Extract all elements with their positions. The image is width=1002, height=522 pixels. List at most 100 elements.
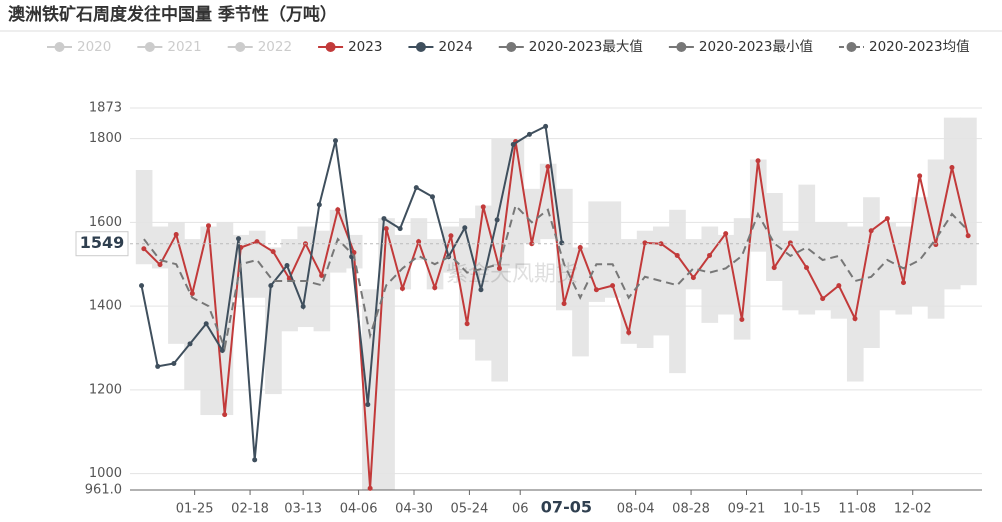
data-point	[478, 287, 484, 293]
watermark: 紫金天风期货	[446, 262, 578, 287]
range-band	[911, 197, 929, 307]
legend-label[interactable]: 2020	[77, 39, 111, 55]
data-point	[804, 265, 810, 271]
data-point	[658, 241, 664, 247]
range-band	[943, 117, 961, 290]
data-point	[462, 225, 468, 231]
pointer-box	[75, 231, 129, 257]
y-tick-label: 1600	[89, 215, 122, 230]
data-point	[367, 485, 373, 491]
data-point	[739, 317, 745, 323]
y-tick-label: 1873	[89, 101, 122, 116]
range-band	[588, 201, 605, 302]
range-band	[248, 230, 266, 298]
legend-icon-dot	[235, 42, 246, 52]
x-tick-label: 03-13	[284, 502, 322, 517]
pointer-x-label: 07-05	[541, 498, 592, 517]
pointer-y-label: 1549	[80, 233, 125, 252]
data-point	[674, 252, 680, 258]
data-point	[771, 265, 777, 271]
data-point	[270, 249, 276, 255]
x-tick-label: 10-15	[783, 502, 821, 517]
range-band	[960, 117, 977, 286]
data-point	[723, 231, 729, 237]
data-point	[416, 239, 422, 245]
data-point	[526, 131, 532, 137]
range-band	[701, 226, 719, 323]
range-band	[879, 222, 896, 311]
data-point	[173, 231, 179, 237]
data-point	[577, 244, 583, 250]
range-band	[798, 184, 816, 315]
legend-label[interactable]: 2020-2023最小值	[699, 39, 813, 55]
data-point	[171, 361, 177, 367]
x-tick-label: 05-24	[451, 502, 489, 517]
data-point	[707, 252, 713, 258]
data-point	[494, 217, 500, 223]
x-tick-label: 02-18	[231, 502, 269, 517]
range-band	[168, 222, 185, 344]
data-point	[219, 348, 225, 354]
range-band	[620, 239, 638, 344]
data-point	[157, 262, 163, 268]
range-band	[814, 222, 832, 311]
data-point	[868, 228, 874, 234]
legend-icon-dot	[144, 42, 155, 52]
data-point	[236, 236, 242, 242]
x-tick-label: 08-28	[672, 502, 710, 517]
data-point	[429, 194, 435, 200]
data-point	[319, 273, 325, 279]
data-point	[222, 412, 228, 418]
series-line	[143, 203, 969, 352]
legend-icon-dot	[506, 42, 517, 52]
data-point	[300, 304, 306, 310]
data-point	[545, 164, 551, 170]
data-point	[820, 296, 826, 302]
legend-label[interactable]: 2024	[438, 39, 472, 55]
legend-label[interactable]: 2022	[258, 39, 292, 55]
x-tick-label: 04-06	[340, 502, 378, 517]
data-point	[413, 185, 419, 191]
range-band	[846, 226, 864, 382]
range-band	[572, 247, 589, 357]
range-band	[410, 218, 428, 261]
data-point	[787, 240, 793, 246]
x-tick-label: 12-02	[894, 502, 932, 517]
range-band	[669, 209, 686, 374]
data-point	[189, 291, 195, 297]
data-point	[284, 262, 290, 268]
data-point	[561, 301, 567, 307]
y-tick-label: 1000	[89, 466, 122, 481]
legend-label[interactable]: 2020-2023最大值	[529, 39, 643, 55]
legend-label[interactable]: 2023	[348, 39, 382, 55]
chart-title: 澳洲铁矿石周度发往中国量 季节性（万吨）	[8, 4, 337, 25]
data-point	[755, 158, 761, 164]
data-point	[268, 283, 274, 289]
x-tick-label: 06	[512, 502, 529, 517]
range-band	[636, 230, 654, 349]
legend-icon-dot	[676, 42, 687, 52]
x-tick-label: 08-04	[617, 502, 655, 517]
range-band	[135, 169, 153, 265]
range-band	[313, 230, 331, 332]
legend-label[interactable]: 2021	[167, 39, 201, 55]
data-point	[332, 138, 338, 144]
legend-label[interactable]: 2020-2023均值	[869, 39, 970, 55]
data-point	[335, 207, 341, 213]
data-point	[139, 283, 145, 289]
y-tick-label: 1800	[89, 131, 122, 146]
range-band	[652, 226, 670, 336]
data-point	[254, 239, 260, 245]
legend-icon-dot	[54, 42, 65, 52]
data-point	[529, 241, 535, 247]
data-point	[884, 216, 890, 222]
data-point	[383, 226, 389, 232]
data-point	[543, 123, 549, 129]
data-point	[316, 202, 322, 208]
data-point	[626, 330, 632, 336]
range-band	[749, 159, 767, 252]
data-point	[949, 164, 955, 170]
range-band	[459, 218, 476, 340]
range-band	[184, 239, 201, 390]
data-point	[900, 280, 906, 286]
